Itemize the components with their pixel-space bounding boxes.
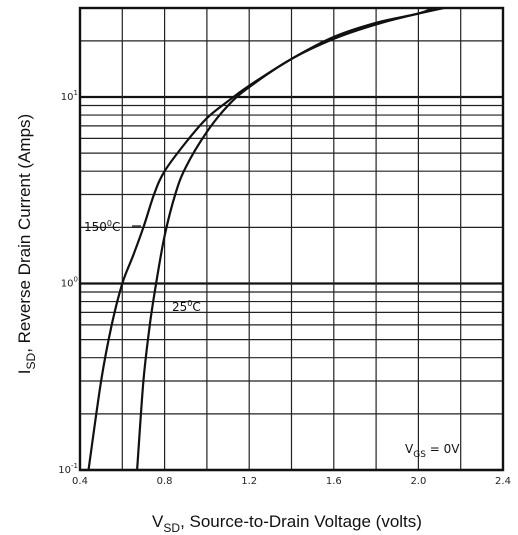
x-tick-label: 1.6 xyxy=(326,476,342,487)
plot-frame xyxy=(78,6,505,472)
x-tick-label: 0.4 xyxy=(72,476,88,487)
curves xyxy=(87,6,445,471)
series-line-25c xyxy=(136,6,445,471)
condition-annotation: VGS = 0V xyxy=(405,442,460,460)
y-tick-label: 100 xyxy=(61,275,78,289)
x-tick-labels: 0.4 0.8 1.2 1.6 2.0 2.4 xyxy=(72,476,511,487)
x-tick-label: 1.2 xyxy=(241,476,257,487)
series-line-150c xyxy=(87,6,434,471)
y-axis-title: ISD, Reverse Drain Current (Amps) xyxy=(15,114,38,374)
grid xyxy=(79,7,504,472)
y-tick-label: 101 xyxy=(61,89,78,103)
y-tick-labels: 10-1 100 101 xyxy=(58,89,78,476)
x-tick-label: 0.8 xyxy=(157,476,173,487)
x-tick-label: 2.0 xyxy=(410,476,426,487)
y-tick-label: 10-1 xyxy=(58,462,78,476)
x-tick-label: 2.4 xyxy=(495,476,511,487)
series-label-25c: 250C xyxy=(172,299,201,314)
series-label-150c: 1500C xyxy=(84,219,120,234)
x-axis-title: VSD, Source-to-Drain Voltage (volts) xyxy=(152,512,422,535)
